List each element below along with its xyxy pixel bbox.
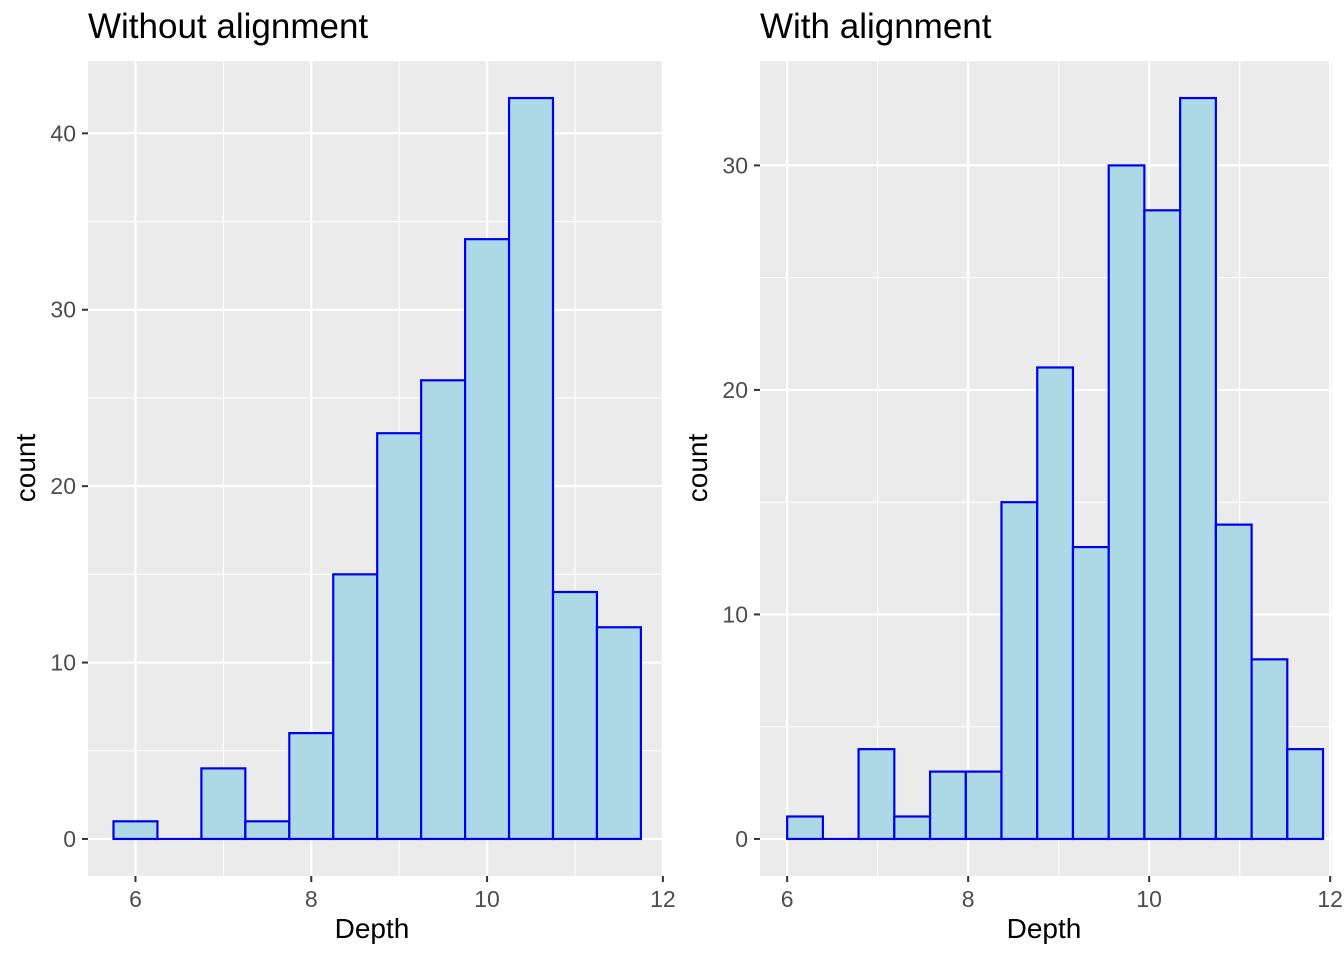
chart-title: Without alignment [88, 7, 368, 46]
histogram-bar-2 [200, 767, 247, 841]
histogram-bar-5 [964, 770, 1003, 841]
y-tick-label: 10 [50, 650, 76, 676]
histogram-bar-8 [1071, 545, 1110, 841]
histogram-bar-11 [595, 626, 643, 841]
x-tick-label: 8 [962, 886, 975, 912]
y-tick-label: 0 [63, 826, 76, 852]
histogram-bar-0 [786, 815, 825, 841]
y-axis-title: count [10, 434, 41, 503]
histogram-bar-7 [1036, 366, 1075, 841]
x-tick-label: 10 [474, 886, 500, 912]
x-tick-label: 12 [1317, 886, 1343, 912]
plot-area: 6 8 10 12 0 10 20 30 [722, 61, 1343, 912]
histogram-bar-0 [112, 820, 159, 841]
histogram-bar-12 [1214, 523, 1253, 841]
panel-with-alignment: 6 8 10 12 0 10 20 30 With alignment Depth count [682, 7, 1343, 944]
y-tick-label: 20 [50, 473, 76, 499]
x-tick-label: 10 [1136, 886, 1162, 912]
histogram-bar-3 [893, 815, 932, 841]
histogram-bar-11 [1179, 96, 1217, 841]
histogram-bar-9 [1107, 164, 1146, 841]
histogram-bar-2 [857, 748, 896, 841]
histogram-bar-5 [332, 573, 379, 841]
histogram-bar-13 [1250, 658, 1289, 841]
x-tick-label: 12 [650, 886, 676, 912]
y-tick-label: 20 [722, 377, 748, 403]
histogram-bar-10 [551, 590, 599, 841]
histogram-bar-3 [244, 820, 291, 841]
y-tick-label: 0 [735, 826, 748, 852]
histogram-bar-4 [928, 770, 967, 841]
histogram-bar-10 [1143, 209, 1182, 841]
y-tick-label: 30 [722, 152, 748, 178]
x-axis-title: Depth [1007, 913, 1082, 944]
chart-title: With alignment [760, 7, 992, 46]
y-axis-title: count [682, 434, 713, 503]
x-tick-label: 6 [129, 886, 142, 912]
histogram-bar-6 [376, 432, 423, 841]
histogram-bar-7 [420, 379, 467, 841]
histogram-bar-4 [288, 732, 335, 841]
histogram-bar-8 [463, 238, 511, 841]
plot-area: 6 8 10 12 0 10 20 30 40 [50, 61, 676, 912]
y-tick-label: 40 [50, 120, 76, 146]
histogram-bar-9 [507, 96, 555, 841]
y-tick-label: 30 [50, 297, 76, 323]
histogram-bar-6 [1000, 501, 1039, 841]
x-tick-label: 8 [305, 886, 318, 912]
histogram-bar-14 [1286, 748, 1325, 841]
x-axis-title: Depth [335, 913, 410, 944]
y-tick-label: 10 [722, 601, 748, 627]
x-tick-label: 6 [781, 886, 794, 912]
